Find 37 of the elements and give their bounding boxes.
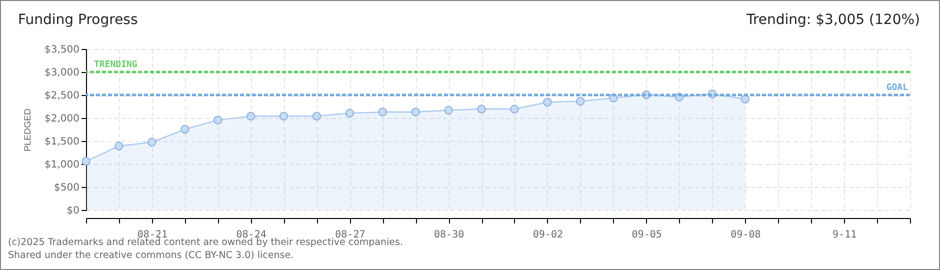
ref-line-label: TRENDING — [94, 60, 138, 70]
point — [740, 94, 750, 104]
point — [180, 124, 190, 134]
y-tick-label: $2,500 — [44, 90, 80, 102]
point — [576, 96, 585, 106]
point — [246, 112, 256, 121]
point — [444, 106, 453, 115]
point — [345, 108, 354, 118]
point — [148, 138, 156, 147]
point — [477, 104, 486, 114]
y-tick-label: $2,000 — [44, 114, 80, 124]
chart-title: Funding Progress — [18, 12, 138, 28]
ref-line-label: GOAL — [886, 83, 909, 93]
text: Shared under the creative commons (CC BY-NC 3.0) license. — [8, 249, 295, 262]
point — [279, 112, 288, 121]
point — [411, 108, 420, 116]
point — [114, 142, 124, 150]
y-tick-label: $1,000 — [44, 160, 80, 170]
y-tick-label: $3,000 — [44, 68, 80, 78]
x-tick-label: 09-02 — [532, 230, 563, 240]
point — [82, 156, 90, 166]
x-tick-label: 9-11 — [832, 230, 857, 240]
point — [543, 98, 552, 106]
point — [213, 116, 222, 124]
text: Trending: $3,005 (120%) — [746, 12, 920, 28]
y-axis-title: PLEDGED — [22, 108, 33, 152]
x-tick-label: 08-27 — [335, 230, 366, 240]
x-tick-label: 08-30 — [434, 230, 464, 240]
y-tick-label: $3,500 — [44, 44, 80, 56]
y-tick-label: $0 — [66, 206, 80, 216]
point — [510, 104, 519, 114]
y-tick-label: $500 — [54, 182, 80, 194]
y-tick-label: $1,500 — [44, 136, 80, 148]
point — [378, 108, 388, 116]
point — [312, 112, 322, 121]
x-tick-label: 09-08 — [730, 230, 761, 240]
x-tick-label: 09-05 — [632, 230, 662, 240]
